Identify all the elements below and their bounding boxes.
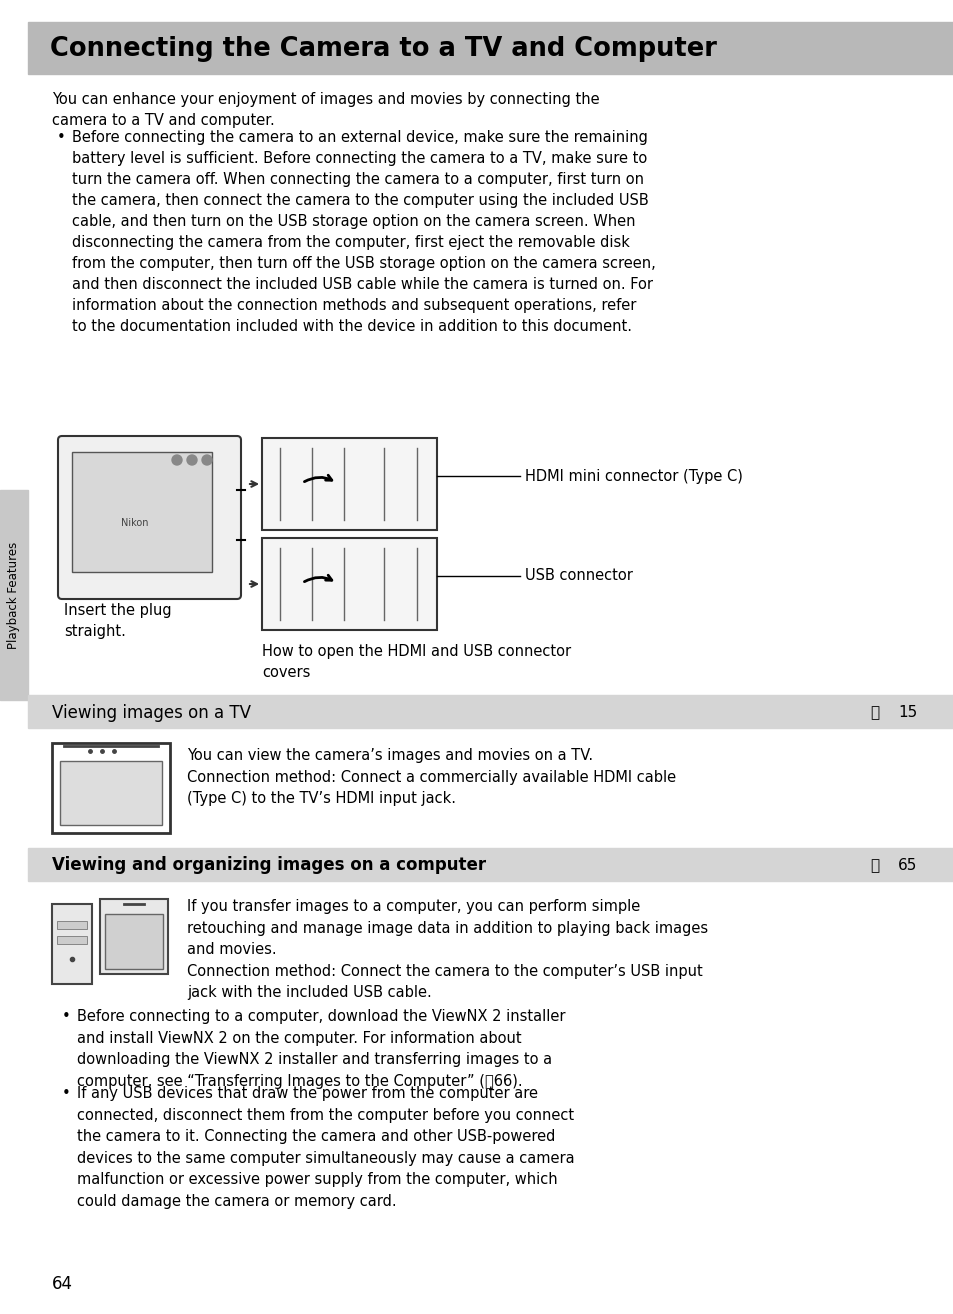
Circle shape <box>187 455 196 465</box>
Text: Viewing and organizing images on a computer: Viewing and organizing images on a compu… <box>52 857 486 875</box>
Bar <box>28 22 953 74</box>
Text: You can enhance your enjoyment of images and movies by connecting the
camera to : You can enhance your enjoyment of images… <box>52 92 599 127</box>
Bar <box>52 742 170 833</box>
Bar <box>0 490 28 700</box>
Bar <box>57 936 87 943</box>
Text: Before connecting to a computer, download the ViewNX 2 installer
and install Vie: Before connecting to a computer, downloa… <box>77 1009 565 1089</box>
Text: If you transfer images to a computer, you can perform simple
retouching and mana: If you transfer images to a computer, yo… <box>187 899 707 1000</box>
Text: •: • <box>62 1085 71 1101</box>
Text: 👁: 👁 <box>869 706 879 720</box>
Bar <box>28 695 953 728</box>
Bar <box>262 438 436 530</box>
Text: •: • <box>57 130 66 145</box>
Text: Before connecting the camera to an external device, make sure the remaining
batt: Before connecting the camera to an exter… <box>71 130 655 334</box>
Text: Connecting the Camera to a TV and Computer: Connecting the Camera to a TV and Comput… <box>50 35 716 62</box>
Text: Playback Features: Playback Features <box>8 541 20 649</box>
Bar <box>71 452 212 572</box>
Text: 📖: 📖 <box>869 858 879 872</box>
FancyBboxPatch shape <box>58 436 241 599</box>
Bar <box>60 761 162 825</box>
Text: You can view the camera’s images and movies on a TV.
Connection method: Connect : You can view the camera’s images and mov… <box>187 748 676 807</box>
Text: 64: 64 <box>52 1275 73 1293</box>
Circle shape <box>172 455 182 465</box>
Text: How to open the HDMI and USB connector
covers: How to open the HDMI and USB connector c… <box>262 644 571 681</box>
Text: Viewing images on a TV: Viewing images on a TV <box>52 703 251 721</box>
Text: 15: 15 <box>897 706 916 720</box>
Text: HDMI mini connector (Type C): HDMI mini connector (Type C) <box>524 469 742 484</box>
Bar <box>100 899 168 974</box>
Bar <box>262 537 436 629</box>
Bar <box>28 848 953 880</box>
Text: Nikon: Nikon <box>121 518 148 527</box>
Text: 65: 65 <box>897 858 917 872</box>
Text: USB connector: USB connector <box>524 569 632 583</box>
Bar <box>57 921 87 929</box>
Bar <box>105 915 163 968</box>
Text: •: • <box>62 1009 71 1024</box>
Text: Insert the plug
straight.: Insert the plug straight. <box>64 603 172 639</box>
Circle shape <box>202 455 212 465</box>
Text: If any USB devices that draw the power from the computer are
connected, disconne: If any USB devices that draw the power f… <box>77 1085 574 1209</box>
Bar <box>52 904 91 984</box>
